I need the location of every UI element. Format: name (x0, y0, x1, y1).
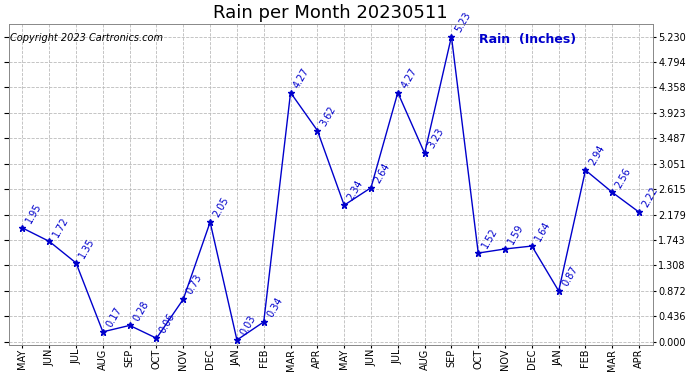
Text: 0.34: 0.34 (265, 296, 284, 319)
Text: 1.95: 1.95 (24, 201, 43, 225)
Text: 2.05: 2.05 (212, 196, 231, 219)
Text: 2.22: 2.22 (640, 186, 660, 209)
Text: 0.17: 0.17 (104, 305, 124, 329)
Text: Copyright 2023 Cartronics.com: Copyright 2023 Cartronics.com (10, 33, 164, 44)
Text: 0.03: 0.03 (238, 314, 257, 337)
Text: 1.35: 1.35 (77, 237, 97, 260)
Text: 5.23: 5.23 (453, 10, 472, 34)
Text: 1.72: 1.72 (50, 215, 70, 238)
Text: 2.94: 2.94 (587, 144, 607, 167)
Text: 3.62: 3.62 (319, 104, 338, 128)
Text: 1.64: 1.64 (533, 220, 553, 243)
Text: 1.52: 1.52 (480, 226, 499, 250)
Text: 2.34: 2.34 (346, 179, 365, 203)
Text: 0.06: 0.06 (158, 312, 177, 336)
Text: Rain  (Inches): Rain (Inches) (479, 33, 576, 46)
Title: Rain per Month 20230511: Rain per Month 20230511 (213, 4, 448, 22)
Text: 4.27: 4.27 (292, 66, 311, 90)
Text: 2.64: 2.64 (373, 161, 392, 185)
Text: 0.28: 0.28 (131, 299, 150, 322)
Text: 0.73: 0.73 (185, 273, 204, 296)
Text: 1.59: 1.59 (506, 223, 526, 246)
Text: 0.87: 0.87 (560, 265, 580, 288)
Text: 4.27: 4.27 (400, 66, 419, 90)
Text: 2.56: 2.56 (613, 166, 633, 190)
Text: 3.23: 3.23 (426, 127, 446, 150)
